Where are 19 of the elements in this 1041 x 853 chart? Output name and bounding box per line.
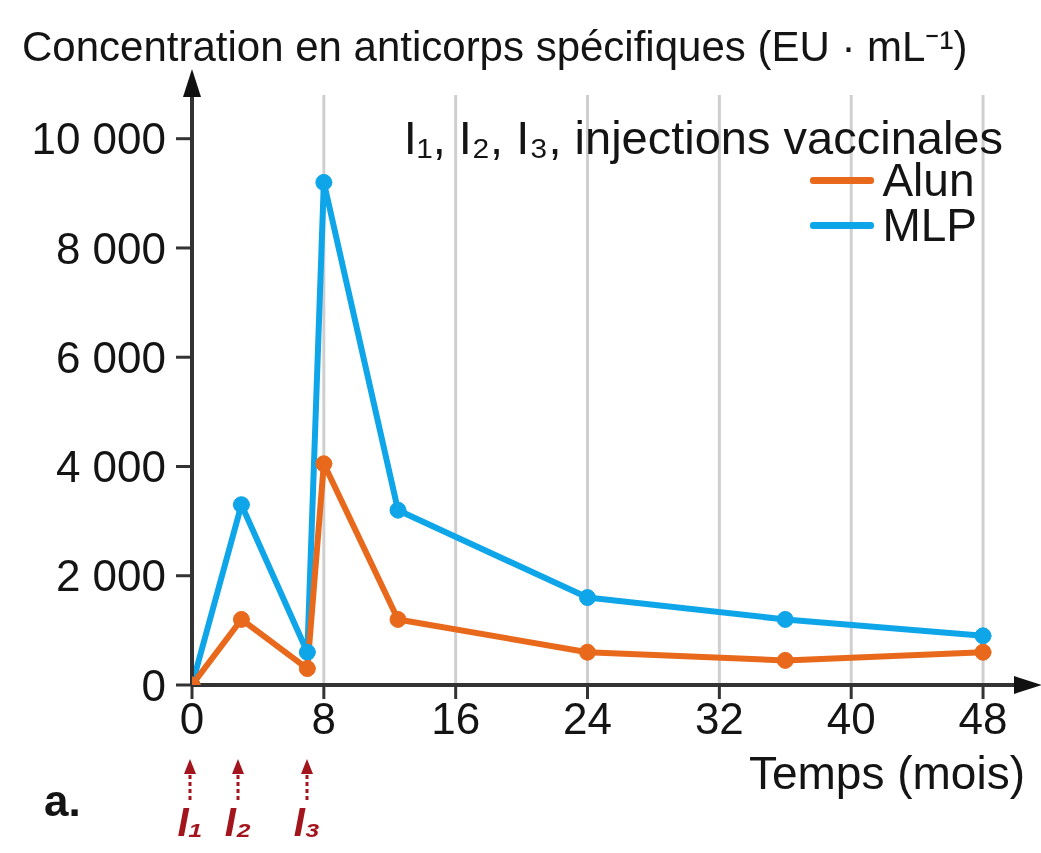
y-tick-label: 8 000: [55, 223, 166, 273]
text: I₂: [224, 800, 252, 844]
text: I₃: [292, 800, 322, 845]
x-tick-label: 24: [563, 694, 612, 744]
y-tick-label: 4 000: [55, 442, 166, 492]
x-tick-label: 0: [179, 694, 205, 744]
x-tick-label: 32: [694, 694, 744, 744]
y-tick-label: 6 000: [55, 332, 166, 382]
y-tick-label: 0: [141, 660, 166, 710]
y-tick-label: 10 000: [31, 114, 166, 164]
text: I₁: [177, 800, 203, 844]
y-axis-title: Concentration en anticorps spécifiques (EU · mL⁻¹): [22, 22, 968, 72]
x-tick-label: 8: [311, 694, 337, 744]
x-axis-title: Temps (mois): [748, 746, 1025, 800]
x-tick-label: 40: [826, 694, 876, 744]
x-tick-label: 16: [431, 694, 481, 744]
x-tick-label: 48: [958, 694, 1008, 744]
text: a.: [44, 776, 81, 826]
y-tick-label: 2 000: [55, 551, 166, 601]
